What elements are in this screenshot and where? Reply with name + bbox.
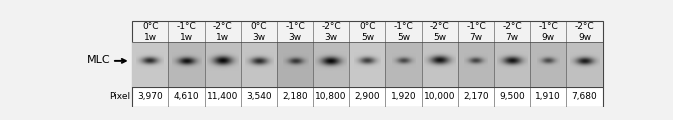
- Text: 5w: 5w: [433, 33, 446, 42]
- Text: 3,970: 3,970: [137, 92, 163, 101]
- Text: 2,170: 2,170: [463, 92, 489, 101]
- Bar: [277, 42, 313, 87]
- Bar: [241, 42, 277, 87]
- Bar: [349, 42, 386, 87]
- Text: 1,910: 1,910: [536, 92, 561, 101]
- Text: 1w: 1w: [216, 33, 229, 42]
- Text: -2°C: -2°C: [322, 22, 341, 31]
- Text: -1°C: -1°C: [466, 22, 486, 31]
- Text: 0°C: 0°C: [250, 22, 267, 31]
- Text: 5w: 5w: [397, 33, 410, 42]
- Text: 1w: 1w: [144, 33, 157, 42]
- Text: 3,540: 3,540: [246, 92, 272, 101]
- Bar: [132, 21, 602, 87]
- Text: 0°C: 0°C: [142, 22, 159, 31]
- Bar: [422, 42, 458, 87]
- Bar: [458, 42, 494, 87]
- Text: 10,000: 10,000: [424, 92, 456, 101]
- Text: 4,610: 4,610: [174, 92, 199, 101]
- Text: 3w: 3w: [252, 33, 265, 42]
- Text: 1,920: 1,920: [391, 92, 417, 101]
- Bar: [313, 42, 349, 87]
- Text: -1°C: -1°C: [176, 22, 197, 31]
- Text: 0°C: 0°C: [359, 22, 376, 31]
- Text: 7,680: 7,680: [571, 92, 598, 101]
- Text: -1°C: -1°C: [538, 22, 558, 31]
- Text: -2°C: -2°C: [575, 22, 594, 31]
- Bar: [386, 42, 422, 87]
- Bar: [132, 42, 168, 87]
- Text: 3w: 3w: [289, 33, 302, 42]
- Text: 2,180: 2,180: [282, 92, 308, 101]
- Bar: [205, 42, 241, 87]
- Text: 3w: 3w: [324, 33, 338, 42]
- Bar: [132, 87, 602, 107]
- Bar: [494, 42, 530, 87]
- Text: 11,400: 11,400: [207, 92, 238, 101]
- Text: 7w: 7w: [469, 33, 483, 42]
- Text: 1w: 1w: [180, 33, 193, 42]
- Text: 9w: 9w: [578, 33, 591, 42]
- FancyArrowPatch shape: [115, 59, 126, 63]
- Bar: [567, 42, 602, 87]
- Text: 9,500: 9,500: [499, 92, 525, 101]
- Bar: [530, 42, 567, 87]
- Text: Pixel: Pixel: [109, 92, 130, 101]
- Text: 9w: 9w: [542, 33, 555, 42]
- Text: -1°C: -1°C: [394, 22, 413, 31]
- Text: 5w: 5w: [361, 33, 374, 42]
- Bar: [168, 42, 205, 87]
- Text: -2°C: -2°C: [430, 22, 450, 31]
- Text: -2°C: -2°C: [213, 22, 232, 31]
- Text: MLC: MLC: [86, 55, 110, 65]
- Text: 2,900: 2,900: [355, 92, 380, 101]
- Text: -2°C: -2°C: [502, 22, 522, 31]
- Text: 7w: 7w: [505, 33, 519, 42]
- Text: 10,800: 10,800: [316, 92, 347, 101]
- Text: -1°C: -1°C: [285, 22, 305, 31]
